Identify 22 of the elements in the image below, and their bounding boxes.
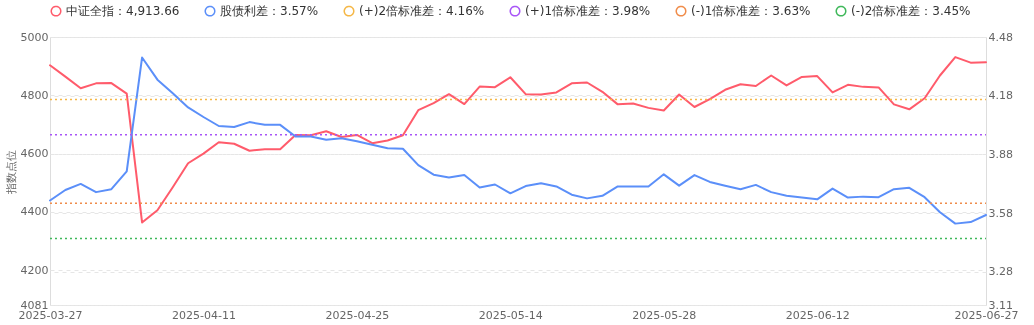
y-tick-label: 4800: [20, 88, 49, 102]
x-tick-label: 2025-06-12: [785, 308, 850, 322]
y-tick-label: 5000: [20, 30, 49, 44]
legend-label: (-)1倍标准差：3.63%: [691, 4, 811, 19]
y-axis-title: 指数点位: [4, 149, 18, 195]
x-tick-label: 2025-05-14: [478, 308, 543, 322]
y2-tick-label: 4.18: [988, 89, 1013, 103]
x-tick-label: 2025-05-28: [632, 308, 697, 322]
y2-tick-label: 3.58: [988, 206, 1013, 220]
y-tick-label: 4600: [20, 147, 49, 161]
x-tick-label: 2025-04-25: [325, 308, 390, 322]
legend-label: 中证全指：4,913.66: [66, 4, 180, 19]
y2-tick-label: 3.28: [988, 265, 1013, 279]
legend-label: 股债利差：3.57%: [220, 4, 319, 19]
y-tick-label: 4400: [20, 205, 49, 219]
legend-label: (-)2倍标准差：3.45%: [851, 4, 971, 19]
y2-tick-label: 3.88: [988, 147, 1013, 161]
legend-label: (+)1倍标准差：3.98%: [525, 4, 651, 19]
y-tick-label: 4200: [20, 263, 49, 277]
x-tick-label: 2025-04-11: [171, 308, 236, 322]
legend-label: (+)2倍标准差：4.16%: [359, 4, 485, 19]
y2-tick-label: 4.48: [988, 30, 1013, 44]
